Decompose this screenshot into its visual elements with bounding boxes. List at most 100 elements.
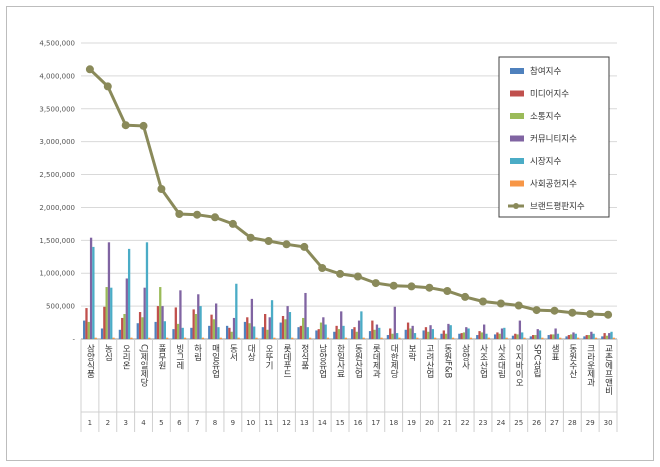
x-rank-label: 30 [604, 419, 613, 427]
line-point [264, 237, 273, 245]
x-rank-label: 25 [514, 419, 523, 427]
bar [493, 334, 497, 339]
line-point [282, 240, 291, 249]
bar [460, 333, 463, 339]
x-rank-label: 4 [141, 419, 146, 427]
bar [315, 330, 318, 339]
bar [248, 323, 251, 339]
bar [572, 332, 575, 339]
line-point [318, 264, 327, 272]
bar [351, 329, 354, 339]
bar [154, 321, 157, 339]
bar [342, 325, 345, 339]
bar [112, 337, 115, 339]
bar [505, 337, 508, 339]
x-category-label: 샘표 [550, 344, 560, 361]
bar [465, 327, 468, 339]
line-point [353, 272, 362, 281]
bar [483, 324, 486, 339]
line-point [532, 306, 541, 315]
line-point [193, 210, 202, 219]
bar [100, 328, 104, 339]
x-category-label: 사조대림 [496, 344, 506, 378]
y-tick-label: 4,000,000 [39, 72, 75, 80]
bar [174, 307, 177, 339]
bar [511, 335, 515, 339]
bar [458, 333, 461, 339]
bar [570, 334, 573, 339]
bar [362, 337, 365, 339]
bar [85, 308, 88, 339]
bar [297, 327, 300, 339]
bar [215, 303, 218, 339]
x-category-label: 오뚜기 [264, 344, 274, 370]
bar [503, 327, 506, 339]
bar [308, 337, 312, 339]
x-category-label: 삼양사 [460, 343, 470, 370]
bar [413, 333, 417, 339]
bar [547, 335, 550, 339]
x-rank-label: 29 [586, 419, 595, 427]
x-rank-label: 21 [443, 419, 452, 427]
bar [143, 287, 146, 339]
bar [552, 334, 555, 339]
bar [373, 329, 376, 339]
y-tick-label: - [72, 336, 75, 344]
bar [197, 294, 200, 339]
line-point [157, 185, 166, 193]
x-category-label: 하림 [192, 343, 202, 361]
bar [416, 337, 419, 339]
bar [136, 323, 139, 339]
y-tick-label: 2,500,000 [39, 171, 75, 179]
legend-swatch [510, 68, 524, 74]
x-rank-label: 9 [231, 419, 235, 427]
line-point [211, 213, 219, 222]
x-category-label: 교촌에프앤비 [603, 344, 613, 396]
bar [529, 336, 532, 339]
bar [549, 334, 553, 339]
x-category-label: 동원F&B [442, 344, 452, 379]
x-category-label: 삼양식품 [85, 343, 95, 378]
bar [253, 326, 256, 339]
bar [605, 335, 609, 339]
bar [360, 311, 363, 339]
x-rank-label: 14 [318, 419, 327, 427]
bar [559, 337, 562, 339]
bar [485, 333, 488, 339]
bar [480, 332, 483, 339]
legend-label: 참여지수 [530, 66, 561, 77]
bar [304, 292, 307, 339]
bar [156, 306, 160, 339]
bar [210, 314, 213, 339]
x-category-label: 동원산업 [353, 344, 363, 378]
x-rank-label: 20 [425, 419, 434, 427]
legend-label: 사회공헌지수 [530, 180, 577, 190]
y-tick-label: 3,500,000 [39, 105, 75, 113]
bar [219, 337, 222, 339]
line-point [371, 279, 380, 288]
bar [411, 325, 414, 339]
line-point [407, 282, 416, 291]
x-rank-label: 7 [195, 419, 199, 427]
bar [87, 321, 90, 339]
x-rank-label: 3 [123, 419, 127, 427]
legend-swatch [510, 90, 524, 97]
line-point [514, 301, 523, 310]
bar [476, 335, 479, 339]
bar [306, 327, 309, 339]
line-point [568, 308, 577, 317]
bar [181, 327, 184, 339]
bar [105, 287, 108, 339]
bar [469, 337, 473, 339]
x-rank-label: 13 [300, 419, 309, 427]
bar [498, 333, 501, 339]
bar [261, 327, 264, 339]
bar [574, 333, 577, 339]
bar [532, 335, 535, 339]
bar [516, 334, 519, 339]
bar [130, 337, 133, 339]
legend-label: 커뮤니티지수 [530, 134, 577, 145]
bar [444, 333, 448, 339]
bar [478, 331, 481, 339]
